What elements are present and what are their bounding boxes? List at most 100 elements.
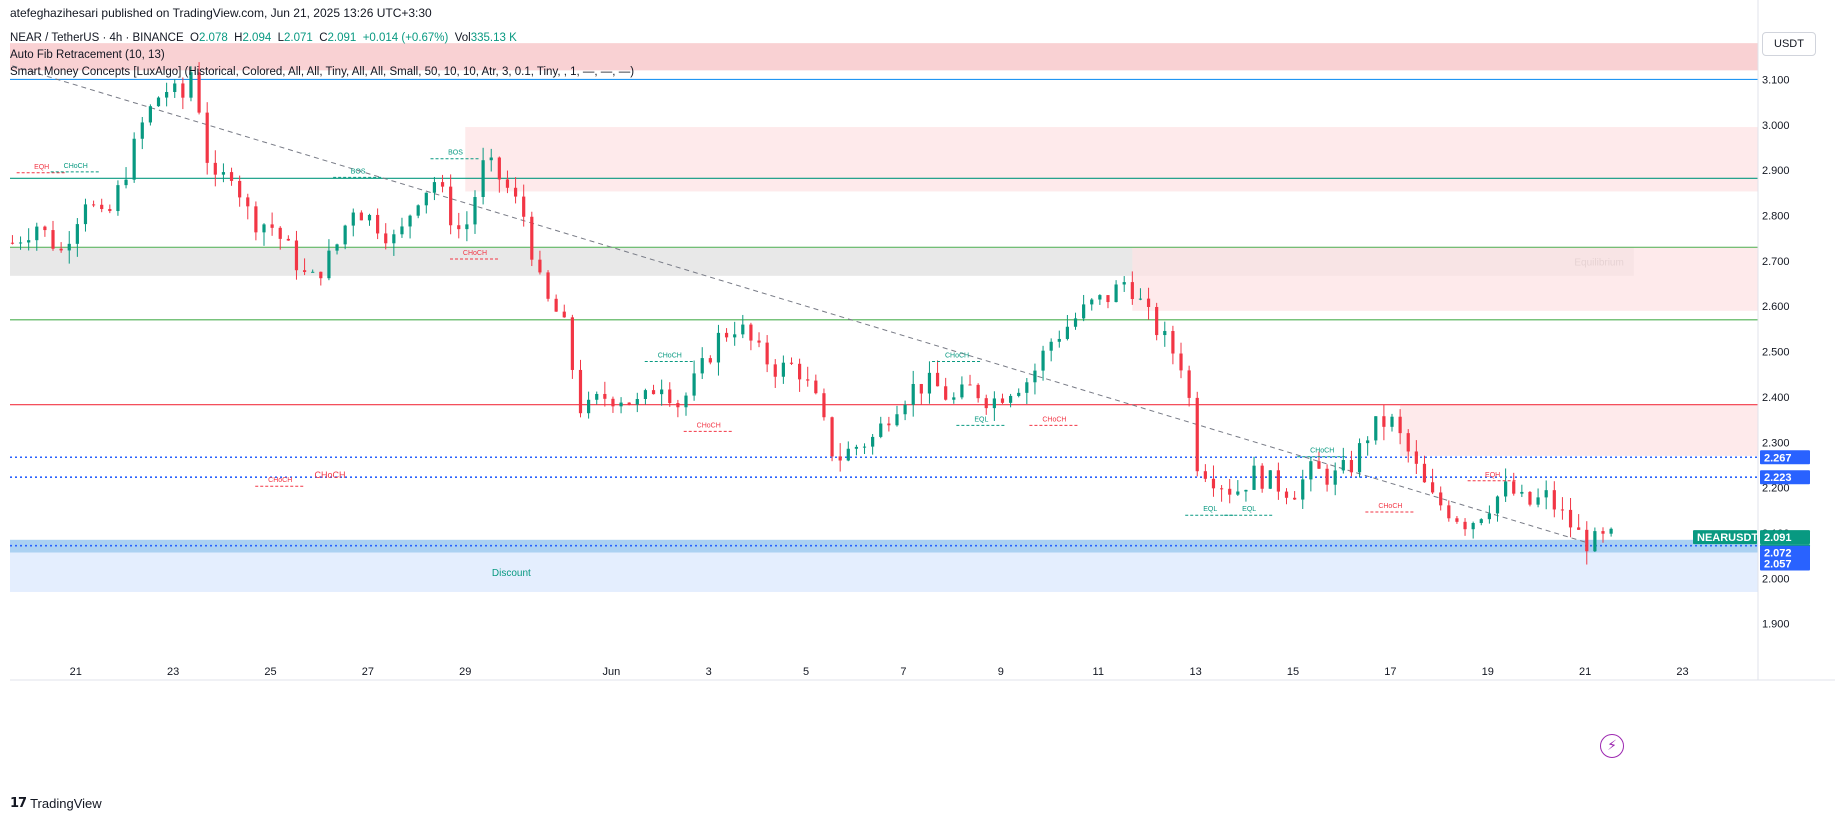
candle-body <box>376 214 380 234</box>
candle-body <box>724 332 729 338</box>
candle-body <box>165 92 169 98</box>
x-tick-label: 11 <box>1093 666 1104 678</box>
candle-body <box>1228 488 1232 495</box>
x-tick-label: 5 <box>803 666 809 678</box>
candle-body <box>960 384 964 398</box>
x-tick-label: 23 <box>167 666 179 678</box>
close-value: 2.091 <box>327 32 357 44</box>
symbol-title[interactable]: NEAR / TetherUS · 4h · BINANCE <box>10 32 184 44</box>
candle-body <box>1349 460 1354 473</box>
candle-body <box>806 379 810 381</box>
candle-body <box>100 204 104 210</box>
candle-body <box>595 393 599 400</box>
price-tags-layer: 2.2672.223NEARUSDT2.09102:03:022.0722.05… <box>1693 450 1810 571</box>
candle-body <box>408 215 412 227</box>
candle-body <box>1082 304 1086 319</box>
candle-body <box>1211 478 1216 489</box>
price-tag <box>1760 530 1810 545</box>
candle-body <box>619 402 623 407</box>
candle-body <box>35 226 39 241</box>
high-value: 2.094 <box>242 32 272 44</box>
open-value: 2.078 <box>198 32 228 44</box>
structure-label: CHoCH <box>658 352 682 359</box>
candle-body <box>197 72 201 113</box>
x-tick-label: 29 <box>459 666 471 678</box>
levels-layer <box>10 78 1758 547</box>
candle-body <box>1098 295 1102 300</box>
candle-body <box>1195 397 1199 472</box>
candle-body <box>668 389 672 404</box>
candle-body <box>1106 295 1110 303</box>
candle-body <box>205 112 209 163</box>
symbol-row[interactable]: NEAR / TetherUS · 4h · BINANCE O2.078 H2… <box>10 30 634 47</box>
candle-body <box>627 402 631 405</box>
candle-body <box>1447 505 1451 519</box>
candle-body <box>830 417 834 457</box>
candle-body <box>554 298 558 312</box>
candle-body <box>10 242 15 244</box>
indicator-fib[interactable]: Auto Fib Retracement (10, 13) <box>10 49 165 61</box>
candle-body <box>254 206 258 233</box>
zone-0 <box>10 43 1758 71</box>
candle-body <box>1301 479 1305 500</box>
candle-body <box>18 242 23 244</box>
candle-body <box>538 259 542 273</box>
candle-body <box>213 162 217 175</box>
price-tag <box>1760 545 1810 560</box>
candle-body <box>1163 331 1167 336</box>
structure-label: EQH <box>34 164 49 171</box>
price-tag <box>1760 450 1810 465</box>
structure-label: BOS <box>448 150 463 157</box>
candle-body <box>1406 433 1410 452</box>
candle-body <box>1357 443 1362 473</box>
candle-body <box>1146 298 1151 307</box>
lightning-icon[interactable]: ⚡ <box>1600 734 1624 758</box>
candle-body <box>1512 481 1516 494</box>
labels-layer: EQH CHoCH BOS BOS CHoCH CHoCH CHoCH CHoCH CHoCH E… <box>16 150 1518 516</box>
currency-selector[interactable]: USDT <box>1762 32 1816 56</box>
zones-layer: EquilibriumDiscount <box>10 43 1759 592</box>
candle-body <box>1390 416 1394 427</box>
candle-body <box>1601 531 1605 534</box>
candle-body <box>229 172 234 181</box>
zone-3 <box>1132 247 1758 311</box>
candle-body <box>919 383 923 394</box>
indicator-smc[interactable]: Smart Money Concepts [LuxAlgo] (Historic… <box>10 66 635 78</box>
x-tick-label: 7 <box>900 666 906 678</box>
candle-body <box>1276 470 1280 492</box>
candle-body <box>611 398 615 407</box>
zone-6 <box>10 539 1758 553</box>
candle-body <box>302 270 307 272</box>
candle-body <box>278 227 282 239</box>
candle-body <box>1398 416 1402 434</box>
candle-body <box>927 372 932 394</box>
candle-body <box>1033 370 1037 383</box>
zone-5 <box>10 552 1758 592</box>
high-label: H <box>234 32 243 44</box>
y-tick-label: 3.100 <box>1762 74 1790 86</box>
candles-layer <box>10 62 1613 565</box>
candle-body <box>156 97 161 107</box>
y-tick-label: 2.900 <box>1762 165 1790 177</box>
candle-body <box>676 403 680 408</box>
candle-body <box>473 197 477 225</box>
candle-body <box>424 192 428 206</box>
candle-body <box>1585 529 1589 552</box>
candle-body <box>238 180 242 198</box>
candle-body <box>708 358 712 363</box>
candle-body <box>733 334 737 338</box>
candle-body <box>660 389 664 395</box>
candle-body <box>124 179 128 186</box>
price-tag <box>1693 530 1757 545</box>
volume-label: Vol <box>454 32 471 44</box>
candle-body <box>684 395 688 408</box>
candle-body <box>1439 492 1443 506</box>
candle-body <box>91 204 96 206</box>
trendline <box>12 65 1586 543</box>
candle-body <box>270 224 274 228</box>
candle-body <box>83 204 88 225</box>
tradingview-brand[interactable]: 𝟭𝟳 TradingView <box>10 795 102 811</box>
candle-body <box>1244 489 1248 492</box>
candle-body <box>181 83 185 98</box>
